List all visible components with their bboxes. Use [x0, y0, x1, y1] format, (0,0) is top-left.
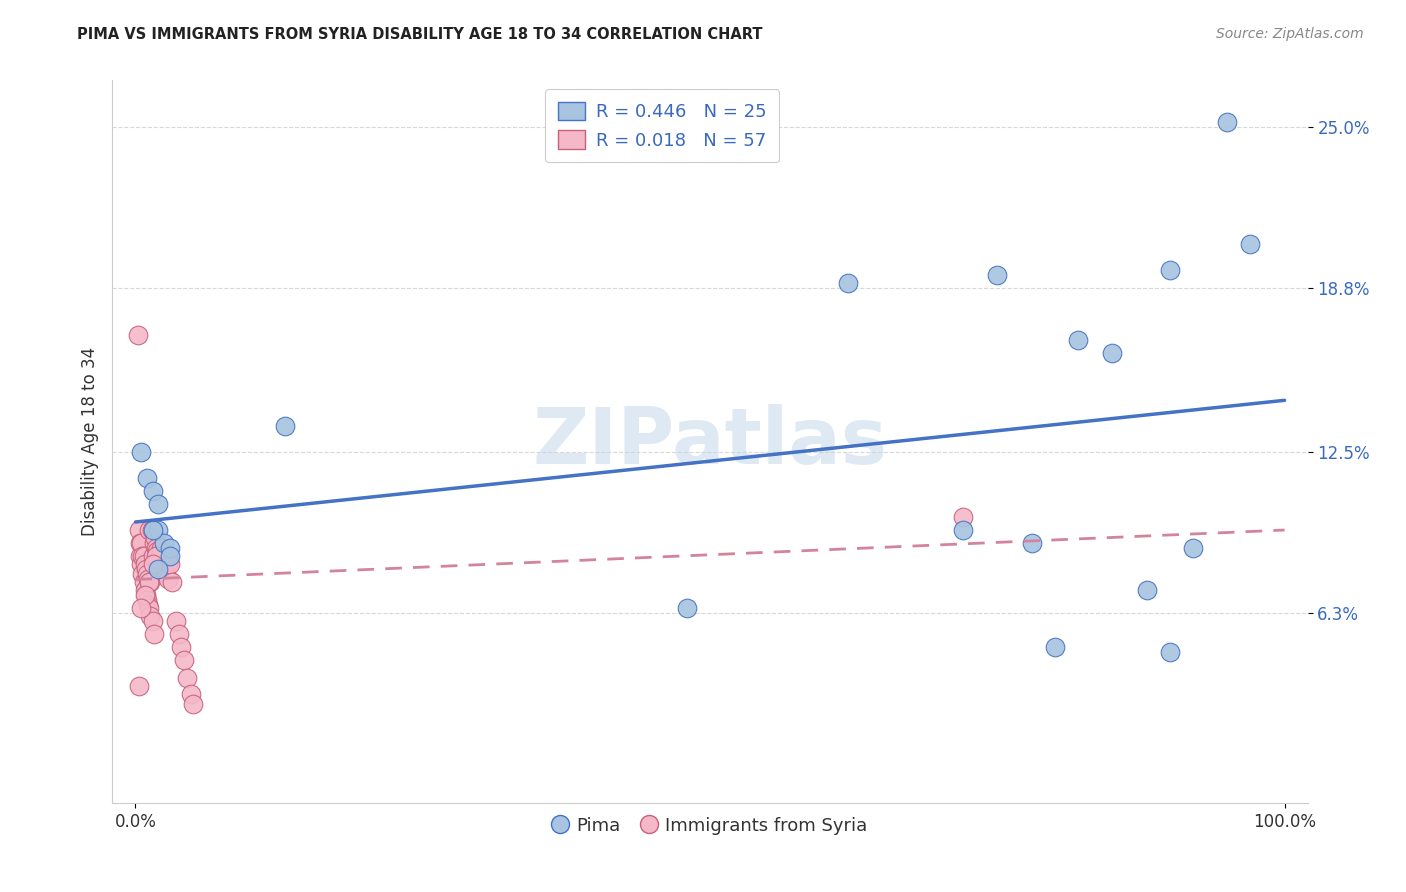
- Text: Source: ZipAtlas.com: Source: ZipAtlas.com: [1216, 27, 1364, 41]
- Point: [143, 531, 166, 545]
- Point: [1181, 541, 1204, 555]
- Point: [145, 541, 167, 555]
- Point: [1136, 582, 1159, 597]
- Text: ZIPatlas: ZIPatlas: [533, 403, 887, 480]
- Point: [136, 599, 159, 613]
- Point: [134, 588, 156, 602]
- Point: [1159, 645, 1181, 659]
- Point: [135, 588, 157, 602]
- Point: [159, 557, 181, 571]
- Point: [176, 671, 198, 685]
- Point: [128, 679, 150, 693]
- Point: [136, 593, 159, 607]
- Point: [180, 687, 202, 701]
- Point: [132, 574, 155, 589]
- Point: [149, 557, 172, 571]
- Point: [129, 549, 152, 563]
- Point: [138, 523, 160, 537]
- Point: [146, 543, 169, 558]
- Point: [145, 549, 167, 563]
- Point: [155, 567, 177, 582]
- Point: [142, 627, 165, 641]
- Point: [136, 471, 159, 485]
- Text: PIMA VS IMMIGRANTS FROM SYRIA DISABILITY AGE 18 TO 34 CORRELATION CHART: PIMA VS IMMIGRANTS FROM SYRIA DISABILITY…: [77, 27, 763, 42]
- Point: [129, 536, 152, 550]
- Point: [149, 541, 172, 555]
- Point: [142, 549, 165, 563]
- Point: [148, 523, 170, 537]
- Point: [139, 608, 162, 623]
- Point: [1043, 640, 1066, 654]
- Point: [129, 536, 152, 550]
- Point: [1159, 263, 1181, 277]
- Point: [142, 557, 165, 571]
- Point: [837, 276, 859, 290]
- Point: [181, 697, 204, 711]
- Point: [167, 627, 190, 641]
- Point: [156, 572, 179, 586]
- Point: [129, 445, 152, 459]
- Point: [952, 523, 974, 537]
- Point: [173, 653, 195, 667]
- Point: [952, 509, 974, 524]
- Point: [1067, 333, 1090, 347]
- Point: [132, 549, 155, 563]
- Point: [129, 600, 152, 615]
- Point: [159, 549, 181, 563]
- Point: [142, 614, 165, 628]
- Point: [1239, 237, 1261, 252]
- Point: [135, 562, 157, 576]
- Point: [150, 565, 173, 579]
- Point: [986, 268, 1008, 283]
- Point: [152, 541, 174, 555]
- Point: [129, 557, 152, 571]
- Point: [155, 562, 177, 576]
- Point: [157, 554, 180, 568]
- Point: [162, 574, 183, 589]
- Point: [1101, 346, 1123, 360]
- Point: [134, 582, 156, 597]
- Point: [148, 562, 170, 576]
- Point: [134, 557, 156, 571]
- Point: [148, 554, 170, 568]
- Point: [131, 549, 153, 563]
- Point: [141, 523, 163, 537]
- Point: [138, 574, 160, 589]
- Point: [274, 419, 297, 434]
- Point: [127, 328, 149, 343]
- Point: [142, 523, 165, 537]
- Point: [142, 536, 165, 550]
- Point: [128, 523, 150, 537]
- Point: [153, 549, 176, 563]
- Point: [148, 497, 170, 511]
- Point: [136, 572, 159, 586]
- Point: [159, 541, 181, 555]
- Point: [165, 614, 187, 628]
- Point: [142, 483, 165, 498]
- Point: [138, 600, 160, 615]
- Point: [1216, 115, 1239, 129]
- Point: [131, 567, 153, 582]
- Point: [136, 567, 159, 582]
- Legend: Pima, Immigrants from Syria: Pima, Immigrants from Syria: [544, 807, 876, 845]
- Point: [153, 536, 176, 550]
- Point: [149, 549, 172, 563]
- Y-axis label: Disability Age 18 to 34: Disability Age 18 to 34: [80, 347, 98, 536]
- Point: [1021, 536, 1043, 550]
- Point: [139, 574, 162, 589]
- Point: [170, 640, 193, 654]
- Point: [676, 600, 699, 615]
